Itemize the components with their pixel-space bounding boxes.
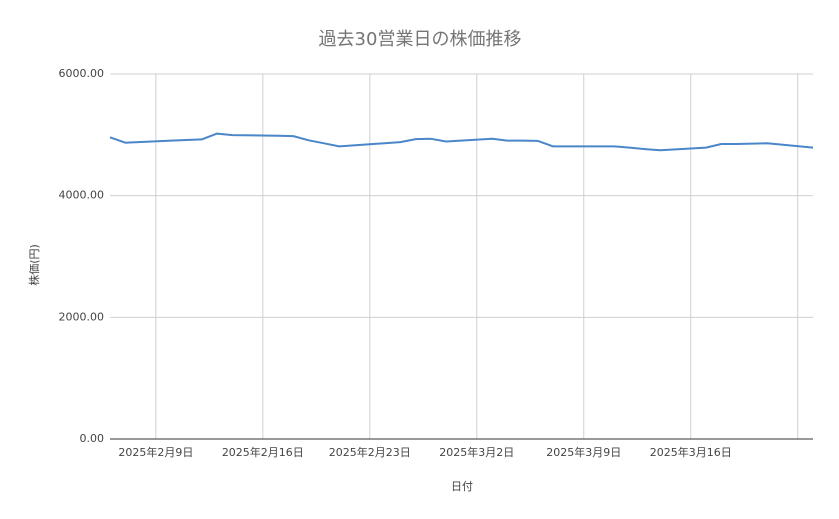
x-tick-label: 2025年3月16日 (650, 445, 732, 459)
data-line (109, 132, 814, 152)
y-tick-label: 4000.00 (59, 189, 105, 202)
x-tick-label: 2025年2月9日 (118, 445, 193, 459)
y-axis-label: 株価(円) (27, 244, 41, 286)
x-tick-label: 2025年3月9日 (546, 445, 621, 459)
chart-title: 過去30営業日の株価推移 (319, 29, 522, 50)
y-tick-label: 6000.00 (59, 67, 105, 80)
x-axis-label: 日付 (451, 480, 473, 493)
y-tick-label: 2000.00 (59, 310, 105, 323)
x-tick-label: 2025年2月23日 (329, 445, 411, 459)
x-tick-label: 2025年2月16日 (222, 445, 304, 459)
x-tick-label: 2025年3月2日 (439, 445, 514, 459)
y-tick-label: 0.00 (80, 432, 105, 445)
